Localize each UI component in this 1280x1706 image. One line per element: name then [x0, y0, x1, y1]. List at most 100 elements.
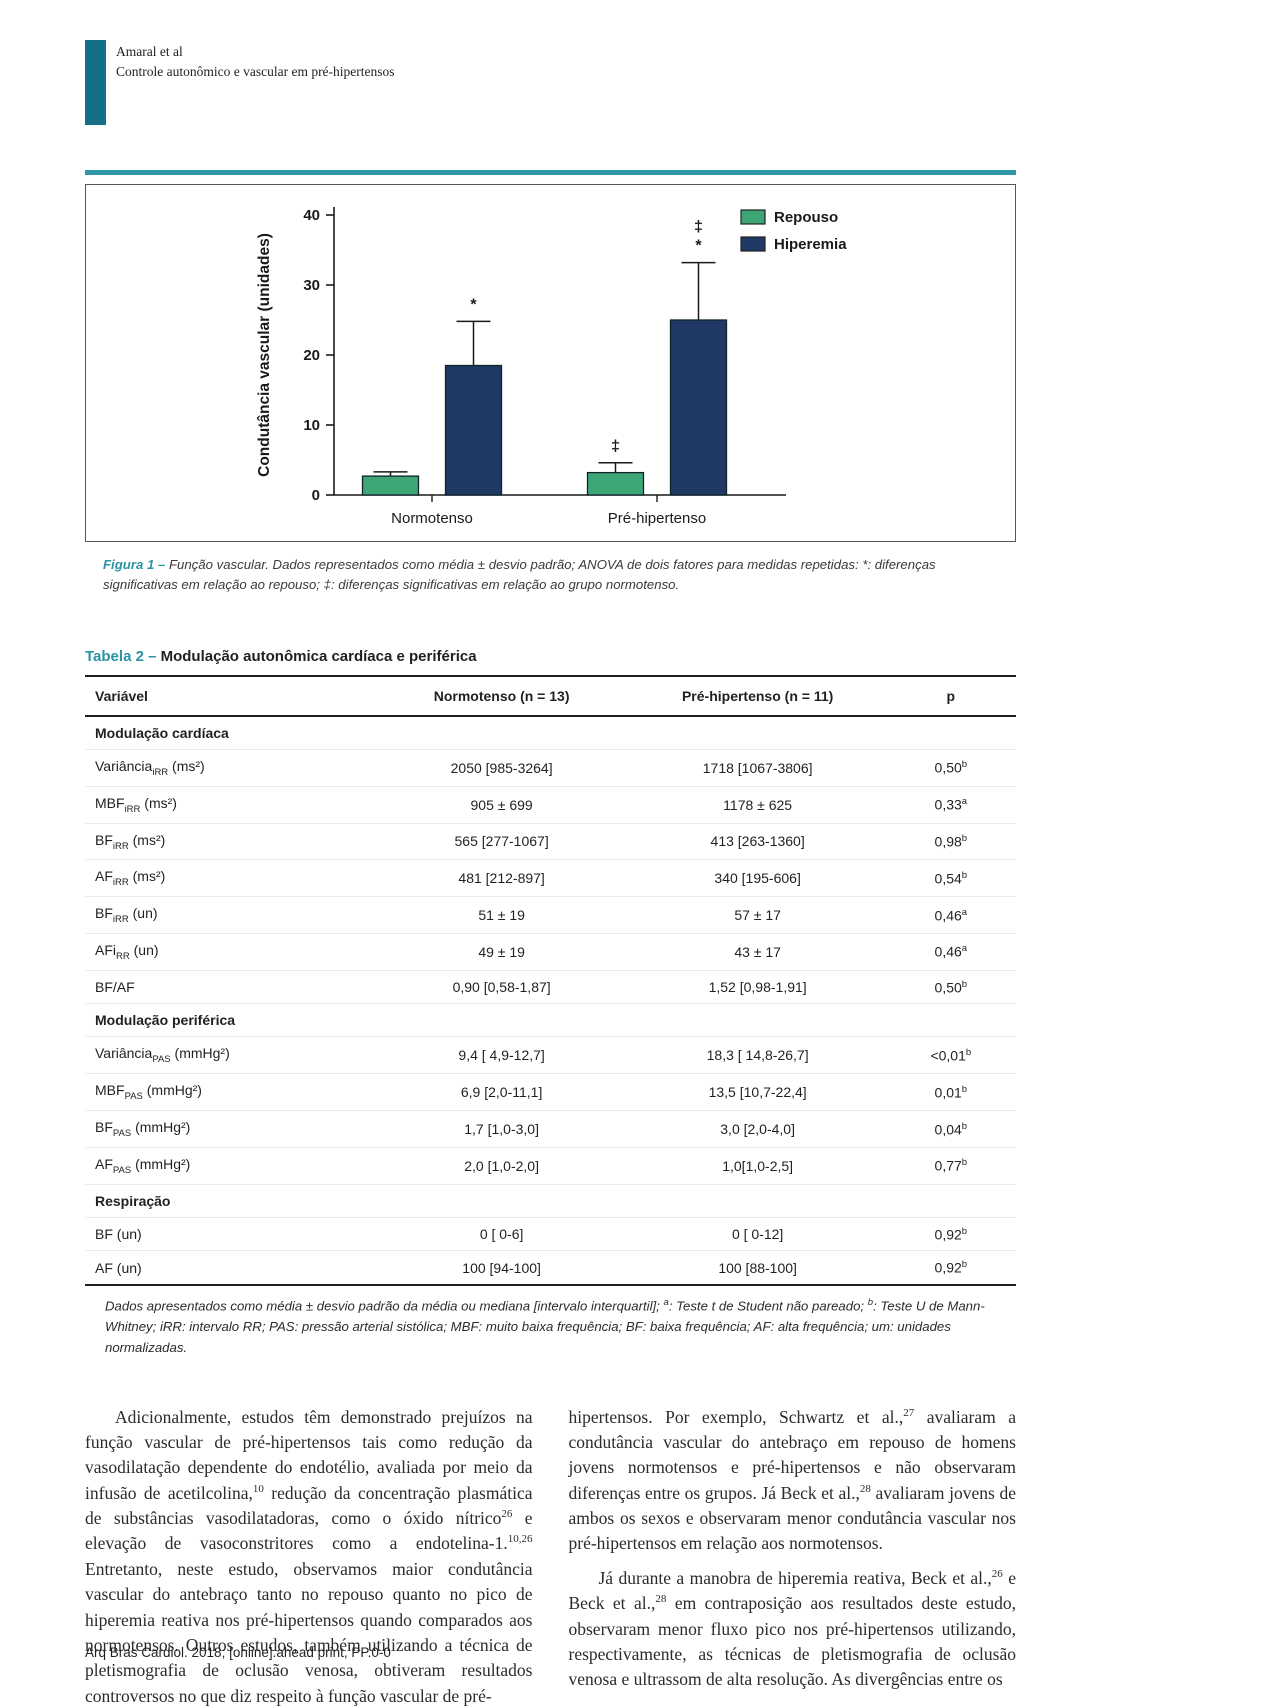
table-row: BFiRR (un) 51 ± 19 57 ± 17 0,46a — [85, 896, 1016, 934]
cell-normotenso: 905 ± 699 — [373, 785, 630, 823]
cell-p-value: 0,01b — [885, 1073, 1016, 1111]
cell-normotenso: 565 [277-1067] — [373, 822, 630, 860]
cell-variable: VariânciaiRR (ms²) — [85, 748, 374, 787]
table-row: BF (un) 0 [ 0-6] 0 [ 0-12] 0,92b — [85, 1216, 1016, 1251]
cell-variable: AFiRR (ms²) — [85, 859, 374, 897]
cell-variable: BFiRR (ms²) — [85, 822, 374, 860]
section-rule — [85, 170, 1016, 175]
cell-prehipertenso: 340 [195-606] — [629, 859, 886, 897]
cell-prehipertenso: 1,52 [0,98-1,91] — [629, 969, 886, 1004]
table-section-label: Respiração — [85, 1183, 1016, 1218]
y-tick-label: 10 — [303, 417, 320, 434]
bar-hiperemia-normotenso — [444, 364, 503, 496]
table-header-row: Variável Normotenso (n = 13) Pré-hiperte… — [85, 675, 1016, 717]
cell-prehipertenso: 413 [263-1360] — [629, 822, 886, 860]
cell-normotenso: 49 ± 19 — [373, 932, 630, 971]
cell-variable: BFiRR (un) — [85, 896, 374, 934]
y-tick-label: 40 — [303, 207, 320, 224]
significance-marker: * — [470, 296, 477, 313]
table-row: MBFPAS (mmHg²) 6,9 [2,0-11,1] 13,5 [10,7-2… — [85, 1073, 1016, 1111]
figure-1-box: 0 10 20 30 40 Condutância vascular (unidades)… — [85, 184, 1016, 542]
cell-variable: BFPAS (mmHg²) — [85, 1109, 374, 1148]
significance-marker: ‡ — [611, 438, 620, 455]
cell-normotenso: 9,4 [ 4,9-12,7] — [373, 1036, 630, 1074]
bar-repouso-pr-hipertenso — [586, 471, 645, 496]
body-column-right: hipertensos. Por exemplo, Schwartz et al… — [569, 1405, 1017, 1706]
cell-p-value: 0,50b — [885, 748, 1016, 787]
cell-p-value: 0,77b — [885, 1146, 1016, 1185]
legend-label: Hiperemia — [774, 236, 847, 253]
table-row: BFiRR (ms²) 565 [277-1067] 413 [263-1360] 0… — [85, 822, 1016, 860]
cell-p-value: <0,01b — [885, 1036, 1016, 1074]
cell-normotenso: 2050 [985-3264] — [373, 748, 630, 787]
table-row: MBFiRR (ms²) 905 ± 699 1178 ± 625 0,33a — [85, 785, 1016, 823]
table-section-row: Respiração — [85, 1183, 1016, 1218]
cell-variable: BF (un) — [85, 1216, 374, 1251]
cell-normotenso: 100 [94-100] — [373, 1250, 630, 1285]
cell-p-value: 0,50b — [885, 969, 1016, 1004]
column-header-prehipertenso: Pré-hipertenso (n = 11) — [629, 675, 886, 717]
legend-label: Repouso — [774, 209, 838, 226]
body-paragraph: Adicionalmente, estudos têm demonstrado … — [85, 1406, 533, 1706]
body-paragraph: Já durante a manobra de hiperemia reativ… — [568, 1567, 1017, 1690]
cell-p-value: 0,92b — [885, 1216, 1016, 1251]
significance-marker: * — [695, 238, 702, 255]
cell-normotenso: 1,7 [1,0-3,0] — [373, 1109, 630, 1148]
table-row: VariânciaiRR (ms²) 2050 [985-3264] 1718 [1… — [85, 748, 1016, 787]
table-row: AF (un) 100 [94-100] 100 [88-100] 0,92b — [85, 1250, 1016, 1285]
cell-normotenso: 2,0 [1,0-2,0] — [373, 1146, 630, 1185]
significance-marker: ‡ — [694, 219, 703, 236]
x-category-label: Pré-hipertenso — [608, 510, 706, 527]
legend-swatch-repouso — [740, 209, 766, 225]
cell-p-value: 0,33a — [885, 785, 1016, 823]
cell-prehipertenso: 57 ± 17 — [629, 896, 886, 934]
cell-variable: MBFPAS (mmHg²) — [85, 1073, 374, 1111]
cell-prehipertenso: 0 [ 0-12] — [629, 1216, 886, 1251]
table-2-title-text: Modulação autonômica cardíaca e periféri… — [156, 647, 477, 665]
cell-variable: VariânciaPAS (mmHg²) — [85, 1036, 374, 1074]
cell-variable: AF (un) — [85, 1250, 374, 1285]
y-tick-label: 30 — [303, 277, 320, 294]
body-paragraph: hipertensos. Por exemplo, Schwartz et al… — [568, 1406, 1017, 1554]
cell-prehipertenso: 18,3 [ 14,8-26,7] — [629, 1036, 886, 1074]
column-header-variavel: Variável — [85, 675, 374, 717]
cell-prehipertenso: 43 ± 17 — [629, 932, 886, 971]
page-content: 0 10 20 30 40 Condutância vascular (unidades)… — [85, 170, 1016, 1706]
figure-1-caption: Figura 1 – Função vascular. Dados repres… — [103, 555, 1010, 596]
figure-1-caption-text: Função vascular. Dados representados com… — [103, 557, 936, 593]
bar-repouso-normotenso — [361, 475, 420, 496]
legend-swatch-hiperemia — [740, 236, 766, 252]
table-row: VariânciaPAS (mmHg²) 9,4 [ 4,9-12,7] 18,3 … — [85, 1036, 1016, 1074]
cell-prehipertenso: 100 [88-100] — [629, 1250, 886, 1285]
cell-normotenso: 481 [212-897] — [373, 859, 630, 897]
table-2: Variável Normotenso (n = 13) Pré-hiperte… — [85, 674, 1016, 1286]
column-header-normotenso: Normotenso (n = 13) — [373, 675, 630, 717]
cell-p-value: 0,04b — [885, 1109, 1016, 1148]
cell-variable: AFiRR (un) — [85, 932, 374, 971]
accent-bar — [85, 40, 106, 125]
running-head-title: Controle autonômico e vascular em pré-hi… — [116, 63, 395, 79]
figure-1-caption-label: Figura 1 – — [103, 557, 166, 572]
table-section-row: Modulação cardíaca — [85, 715, 1016, 750]
cell-prehipertenso: 13,5 [10,7-22,4] — [629, 1073, 886, 1111]
cell-p-value: 0,46a — [885, 896, 1016, 934]
table-row: AFiRR (un) 49 ± 19 43 ± 17 0,46a — [85, 932, 1016, 971]
body-column-left: Adicionalmente, estudos têm demonstrado … — [85, 1405, 533, 1706]
y-tick-label: 0 — [312, 487, 320, 504]
table-2-footnote: Dados apresentados como média ± desvio p… — [105, 1296, 985, 1356]
bar-hiperemia-pr-hipertenso — [669, 319, 728, 496]
table-row: BF/AF 0,90 [0,58-1,87] 1,52 [0,98-1,91] 0,5… — [85, 969, 1016, 1004]
cell-p-value: 0,98b — [885, 822, 1016, 860]
cell-normotenso: 0,90 [0,58-1,87] — [373, 969, 630, 1004]
cell-prehipertenso: 1,0[1,0-2,5] — [629, 1146, 886, 1185]
cell-normotenso: 51 ± 19 — [373, 896, 630, 934]
x-category-label: Normotenso — [391, 510, 473, 527]
cell-prehipertenso: 1178 ± 625 — [629, 785, 886, 823]
running-head-authors: Amaral et al — [116, 44, 183, 59]
y-axis-label: Condutância vascular (unidades) — [256, 233, 273, 477]
y-tick-label: 20 — [303, 347, 320, 364]
journal-footer: Arq Bras Cardiol. 2018; [online].ahead p… — [85, 1645, 391, 1660]
cell-p-value: 0,46a — [885, 932, 1016, 971]
cell-normotenso: 0 [ 0-6] — [373, 1216, 630, 1251]
